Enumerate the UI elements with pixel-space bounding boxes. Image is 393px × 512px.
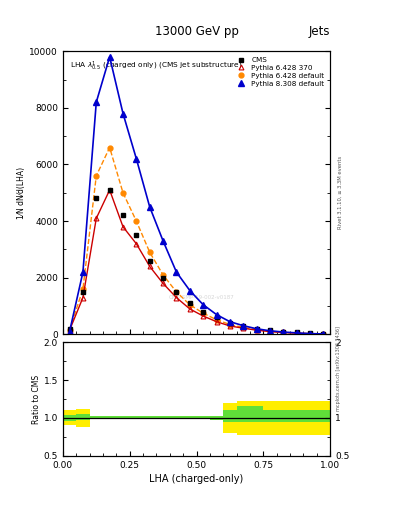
Legend: CMS, Pythia 6.428 370, Pythia 6.428 default, Pythia 8.308 default: CMS, Pythia 6.428 370, Pythia 6.428 defa… (232, 55, 327, 89)
Pythia 6.428 370 (107, 187, 112, 193)
Pythia 8.308 default (121, 111, 125, 117)
CMS (281, 329, 286, 335)
CMS (121, 212, 125, 219)
Pythia 8.308 default (294, 330, 299, 336)
Pythia 6.428 370 (94, 215, 99, 221)
Pythia 6.428 default (161, 272, 165, 278)
CMS (161, 275, 165, 281)
Pythia 6.428 370 (67, 327, 72, 333)
Pythia 6.428 default (121, 190, 125, 196)
Pythia 6.428 default (294, 330, 299, 336)
CMS (147, 258, 152, 264)
CMS (228, 320, 232, 326)
Pythia 6.428 370 (294, 330, 299, 336)
Pythia 6.428 default (321, 331, 326, 337)
Pythia 8.308 default (81, 269, 85, 275)
Pythia 8.308 default (281, 329, 286, 335)
Pythia 8.308 default (201, 302, 206, 308)
Text: 13000 GeV pp: 13000 GeV pp (154, 26, 239, 38)
Pythia 8.308 default (67, 329, 72, 335)
Pythia 6.428 370 (81, 294, 85, 301)
Pythia 8.308 default (241, 323, 246, 329)
Pythia 6.428 370 (201, 313, 206, 319)
Pythia 6.428 370 (134, 241, 139, 247)
Pythia 6.428 370 (147, 263, 152, 269)
Text: LHA $\lambda^{1}_{0.5}$ (charged only) (CMS jet substructure): LHA $\lambda^{1}_{0.5}$ (charged only) (… (70, 60, 243, 73)
Pythia 6.428 default (107, 144, 112, 151)
Pythia 6.428 default (147, 249, 152, 255)
CMS (241, 323, 246, 329)
Pythia 6.428 default (241, 324, 246, 330)
Pythia 6.428 default (308, 331, 312, 337)
Line: Pythia 8.308 default: Pythia 8.308 default (67, 54, 326, 337)
Pythia 8.308 default (254, 326, 259, 332)
Pythia 8.308 default (147, 204, 152, 210)
Pythia 6.428 default (94, 173, 99, 179)
Pythia 6.428 default (254, 327, 259, 333)
Pythia 8.308 default (321, 331, 326, 337)
Pythia 6.428 370 (254, 327, 259, 333)
Pythia 6.428 370 (281, 329, 286, 335)
Pythia 6.428 default (228, 322, 232, 328)
CMS (107, 187, 112, 193)
Pythia 6.428 default (81, 286, 85, 292)
CMS (174, 289, 179, 295)
Pythia 8.308 default (134, 156, 139, 162)
CMS (187, 300, 192, 306)
Pythia 8.308 default (107, 54, 112, 60)
Text: CMS-SMP-19-002-v0187: CMS-SMP-19-002-v0187 (169, 295, 235, 301)
Pythia 8.308 default (161, 238, 165, 244)
Pythia 6.428 default (214, 316, 219, 323)
Pythia 8.308 default (187, 287, 192, 293)
Pythia 8.308 default (94, 99, 99, 105)
X-axis label: LHA (charged-only): LHA (charged-only) (149, 474, 244, 484)
Line: Pythia 6.428 default: Pythia 6.428 default (67, 145, 326, 336)
Y-axis label: Ratio to CMS: Ratio to CMS (32, 374, 41, 423)
Pythia 6.428 default (268, 328, 272, 334)
Pythia 6.428 default (201, 310, 206, 316)
CMS (254, 326, 259, 332)
Pythia 6.428 370 (187, 306, 192, 312)
CMS (201, 309, 206, 315)
Pythia 6.428 370 (268, 329, 272, 335)
Pythia 6.428 default (187, 302, 192, 308)
CMS (214, 314, 219, 321)
CMS (81, 289, 85, 295)
Pythia 6.428 370 (241, 325, 246, 331)
Line: CMS: CMS (67, 187, 326, 336)
Pythia 6.428 default (67, 327, 72, 333)
Pythia 6.428 default (281, 329, 286, 335)
Line: Pythia 6.428 370: Pythia 6.428 370 (67, 187, 326, 336)
CMS (321, 331, 326, 337)
Pythia 8.308 default (268, 328, 272, 334)
CMS (67, 326, 72, 332)
CMS (268, 327, 272, 333)
Pythia 8.308 default (214, 311, 219, 317)
Pythia 6.428 370 (174, 294, 179, 301)
Y-axis label: Rivet 3.1.10, ≥ 3.3M events: Rivet 3.1.10, ≥ 3.3M events (338, 156, 343, 229)
CMS (94, 196, 99, 202)
Pythia 6.428 370 (214, 318, 219, 325)
Pythia 6.428 370 (228, 323, 232, 329)
CMS (294, 329, 299, 335)
Y-axis label: 1⁄N dN⁄d(LHA): 1⁄N dN⁄d(LHA) (18, 167, 26, 219)
Pythia 8.308 default (308, 331, 312, 337)
CMS (134, 232, 139, 239)
Pythia 6.428 370 (321, 331, 326, 337)
Pythia 6.428 default (174, 289, 179, 295)
Text: Jets: Jets (309, 26, 330, 38)
Pythia 6.428 default (134, 218, 139, 224)
Pythia 8.308 default (174, 269, 179, 275)
Pythia 8.308 default (228, 318, 232, 325)
Pythia 6.428 370 (161, 281, 165, 287)
Pythia 6.428 370 (121, 224, 125, 230)
Pythia 6.428 370 (308, 331, 312, 337)
Text: mcplots.cern.ch [arXiv:1306.3436]: mcplots.cern.ch [arXiv:1306.3436] (336, 326, 341, 411)
CMS (308, 330, 312, 336)
